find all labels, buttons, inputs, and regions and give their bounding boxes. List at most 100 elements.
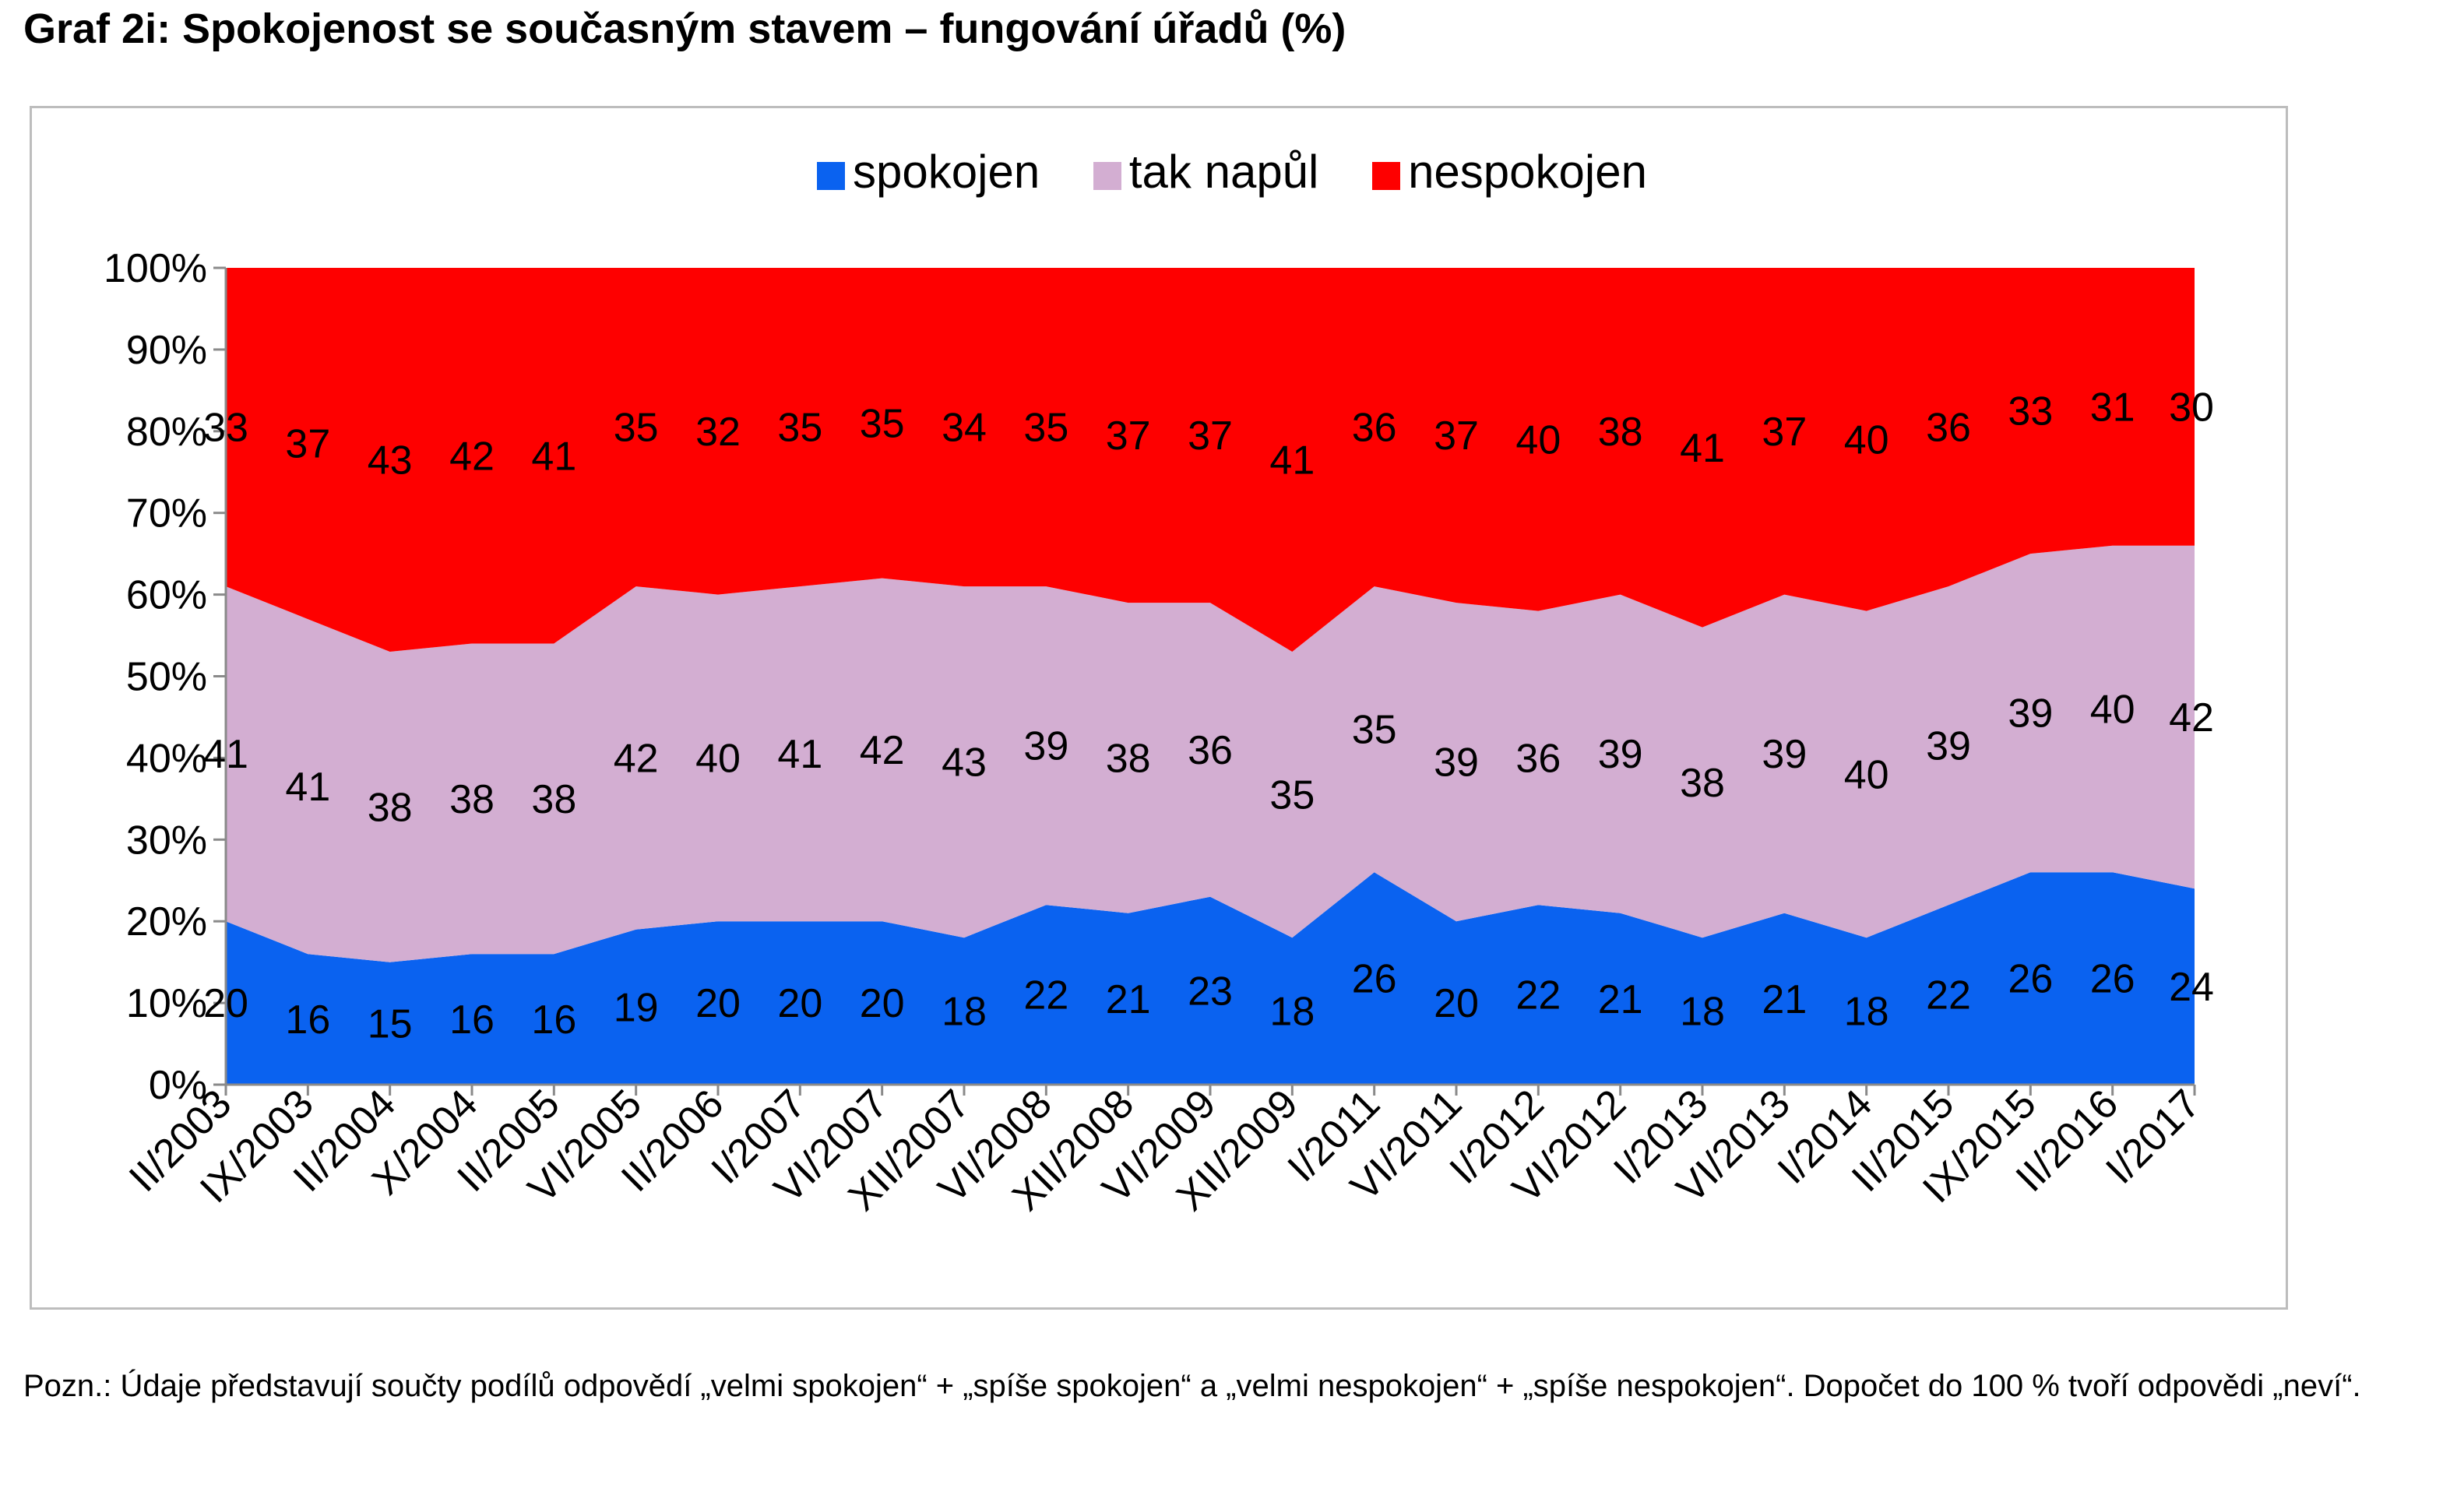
data-label-spokojen: 18 <box>1844 990 1889 1035</box>
data-label-spokojen: 16 <box>531 997 576 1043</box>
y-tick-label: 20% <box>126 899 207 944</box>
data-label-tak-napul: 39 <box>1023 724 1068 769</box>
data-label-nespokojen: 35 <box>777 406 822 451</box>
data-label-tak-napul: 38 <box>449 777 495 822</box>
data-label-spokojen: 19 <box>614 985 659 1030</box>
data-label-spokojen: 20 <box>1434 981 1479 1026</box>
legend-label-nespokojen: nespokojen <box>1408 146 1647 198</box>
legend-label-spokojen: spokojen <box>853 146 1040 198</box>
data-label-nespokojen: 31 <box>2090 385 2135 430</box>
y-tick-label: 70% <box>126 491 207 536</box>
y-tick-label: 100% <box>104 246 207 291</box>
y-tick-label: 60% <box>126 573 207 618</box>
data-label-spokojen: 22 <box>1515 973 1561 1018</box>
data-label-tak-napul: 42 <box>860 728 905 773</box>
footnote: Pozn.: Údaje představují součty podílů o… <box>23 1369 2361 1403</box>
data-label-spokojen: 21 <box>1762 977 1807 1022</box>
data-label-tak-napul: 36 <box>1188 728 1233 773</box>
data-label-tak-napul: 39 <box>1926 724 1971 769</box>
data-label-spokojen: 22 <box>1926 973 1971 1018</box>
legend-swatch-spokojen <box>817 162 846 190</box>
data-label-spokojen: 20 <box>860 981 905 1026</box>
data-label-tak-napul: 40 <box>695 736 741 781</box>
data-label-tak-napul: 42 <box>614 736 659 781</box>
data-label-tak-napul: 36 <box>1515 736 1561 781</box>
data-label-nespokojen: 35 <box>1023 406 1068 451</box>
data-label-spokojen: 22 <box>1023 973 1068 1018</box>
data-label-nespokojen: 37 <box>285 422 330 467</box>
data-label-tak-napul: 41 <box>777 732 822 777</box>
data-label-spokojen: 26 <box>1352 957 1397 1002</box>
data-label-spokojen: 26 <box>2090 957 2135 1002</box>
data-label-spokojen: 16 <box>285 997 330 1043</box>
area-spokojen <box>226 872 2195 1085</box>
data-label-tak-napul: 38 <box>1106 736 1151 781</box>
legend-swatch-nespokojen <box>1372 162 1401 190</box>
data-label-tak-napul: 38 <box>531 777 576 822</box>
data-label-nespokojen: 35 <box>860 401 905 446</box>
legend-label-tak-napul: tak napůl <box>1128 146 1319 198</box>
data-label-tak-napul: 43 <box>942 740 987 786</box>
legend-item-spokojen: spokojen <box>817 145 1040 199</box>
legend-item-nespokojen: nespokojen <box>1372 145 1647 199</box>
data-label-nespokojen: 41 <box>1680 426 1725 471</box>
data-label-spokojen: 18 <box>1269 990 1315 1035</box>
data-label-tak-napul: 39 <box>2008 691 2053 737</box>
y-tick-label: 0% <box>149 1063 207 1108</box>
y-tick-label: 80% <box>126 410 207 455</box>
data-label-nespokojen: 36 <box>1926 406 1971 451</box>
data-label-nespokojen: 40 <box>1515 417 1561 463</box>
data-label-nespokojen: 41 <box>1269 438 1315 484</box>
data-label-tak-napul: 39 <box>1434 740 1479 786</box>
data-label-spokojen: 23 <box>1188 969 1233 1014</box>
data-label-tak-napul: 39 <box>1598 732 1643 777</box>
data-label-spokojen: 16 <box>449 997 495 1043</box>
legend-item-tak-napul: tak napůl <box>1093 145 1319 199</box>
data-label-nespokojen: 37 <box>1188 413 1233 459</box>
data-label-nespokojen: 41 <box>531 434 576 479</box>
y-tick-label: 40% <box>126 736 207 781</box>
data-label-tak-napul: 39 <box>1762 732 1807 777</box>
data-label-tak-napul: 38 <box>368 785 413 830</box>
data-label-tak-napul: 40 <box>1844 752 1889 797</box>
y-tick-label: 90% <box>126 328 207 373</box>
x-tick-label: I/2017 <box>2097 1081 2209 1192</box>
y-tick-label: 50% <box>126 655 207 700</box>
data-label-nespokojen: 30 <box>2169 385 2214 430</box>
legend: spokojen tak napůl nespokojen <box>0 145 2464 199</box>
data-label-nespokojen: 40 <box>1844 417 1889 463</box>
data-label-nespokojen: 42 <box>449 434 495 479</box>
data-label-nespokojen: 38 <box>1598 410 1643 455</box>
data-label-nespokojen: 37 <box>1106 413 1151 459</box>
chart-title: Graf 2i: Spokojenost se současným stavem… <box>23 5 1346 52</box>
data-label-tak-napul: 40 <box>2090 687 2135 732</box>
data-label-tak-napul: 38 <box>1680 761 1725 806</box>
y-tick-label: 30% <box>126 818 207 863</box>
data-label-nespokojen: 37 <box>1762 410 1807 455</box>
data-label-nespokojen: 32 <box>695 410 741 455</box>
data-label-spokojen: 20 <box>695 981 741 1026</box>
data-label-nespokojen: 33 <box>2008 389 2053 434</box>
data-label-spokojen: 18 <box>942 990 987 1035</box>
data-label-spokojen: 18 <box>1680 990 1725 1035</box>
data-label-spokojen: 26 <box>2008 957 2053 1002</box>
y-tick-label: 10% <box>126 981 207 1026</box>
data-label-spokojen: 20 <box>777 981 822 1026</box>
data-label-nespokojen: 43 <box>368 438 413 484</box>
data-label-nespokojen: 35 <box>614 406 659 451</box>
data-label-nespokojen: 36 <box>1352 406 1397 451</box>
data-label-tak-napul: 41 <box>203 732 248 777</box>
data-label-spokojen: 15 <box>368 1001 413 1046</box>
area-tak-napul <box>226 545 2195 962</box>
stacked-area-chart: 0%10%20%30%40%50%60%70%80%90%100%II/2003… <box>104 246 2214 1219</box>
data-label-tak-napul: 35 <box>1269 773 1315 818</box>
data-label-nespokojen: 34 <box>942 406 987 451</box>
data-label-nespokojen: 37 <box>1434 413 1479 459</box>
legend-swatch-tak-napul <box>1093 162 1121 190</box>
data-label-nespokojen: 33 <box>203 406 248 451</box>
data-label-spokojen: 20 <box>203 981 248 1026</box>
data-label-spokojen: 21 <box>1106 977 1151 1022</box>
data-label-spokojen: 21 <box>1598 977 1643 1022</box>
data-label-spokojen: 24 <box>2169 965 2214 1010</box>
area-nespokojen <box>226 268 2195 652</box>
